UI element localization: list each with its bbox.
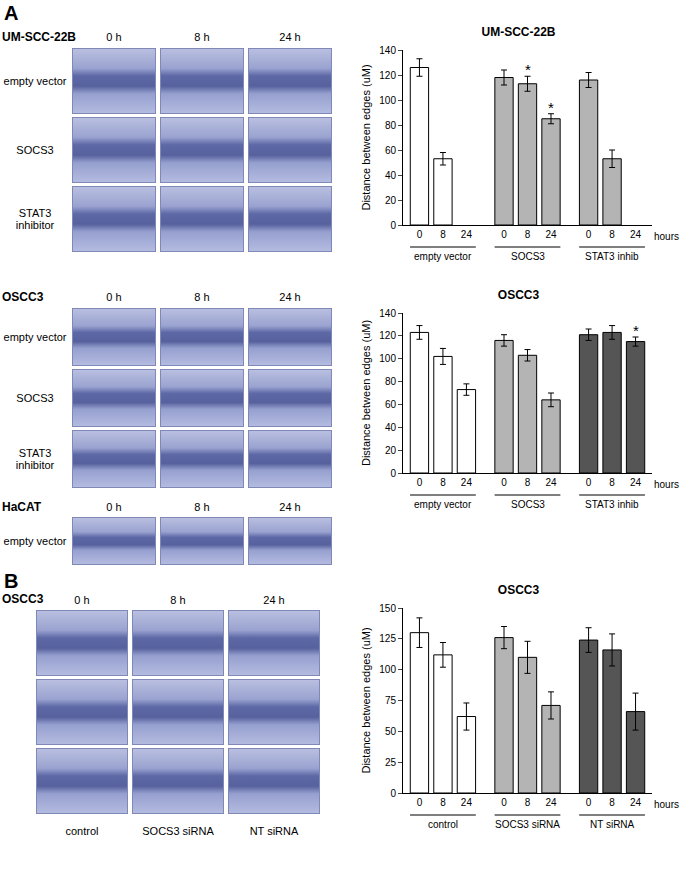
svg-text:hours: hours xyxy=(654,799,679,810)
html-text:control: control xyxy=(65,825,99,837)
svg-text:0: 0 xyxy=(501,229,507,240)
html-text:OSCC3: OSCC3 xyxy=(2,290,44,304)
html-text:0 h: 0 h xyxy=(106,31,122,43)
svg-text:140: 140 xyxy=(379,45,396,56)
svg-text:0: 0 xyxy=(417,229,423,240)
svg-text:80: 80 xyxy=(385,376,397,387)
svg-text:24: 24 xyxy=(545,797,557,808)
svg-text:24: 24 xyxy=(630,229,642,240)
svg-text:24: 24 xyxy=(461,477,473,488)
svg-text:24: 24 xyxy=(545,229,557,240)
svg-text:20: 20 xyxy=(385,195,397,206)
svg-text:8: 8 xyxy=(440,229,446,240)
svg-text:SOCS3 siRNA: SOCS3 siRNA xyxy=(495,819,560,830)
svg-text:OSCC3: OSCC3 xyxy=(498,583,540,597)
svg-text:NT siRNA: NT siRNA xyxy=(590,819,635,830)
html-text:SOCS3: SOCS3 xyxy=(16,144,54,156)
html-text:24 h: 24 h xyxy=(279,291,301,303)
svg-text:60: 60 xyxy=(385,399,397,410)
svg-text:0: 0 xyxy=(390,788,396,799)
svg-text:125: 125 xyxy=(379,633,396,644)
svg-text:control: control xyxy=(428,819,458,830)
svg-text:SOCS3: SOCS3 xyxy=(511,499,545,510)
svg-text:100: 100 xyxy=(379,95,396,106)
svg-text:24: 24 xyxy=(461,797,473,808)
svg-text:24: 24 xyxy=(461,229,473,240)
svg-text:0: 0 xyxy=(586,229,592,240)
html-text:24 h: 24 h xyxy=(279,501,301,513)
html-text:OSCC3: OSCC3 xyxy=(2,592,44,606)
svg-text:hours: hours xyxy=(654,479,679,490)
svg-text:60: 60 xyxy=(385,145,397,156)
html-text:HaCAT: HaCAT xyxy=(2,500,42,514)
html-text:8 h: 8 h xyxy=(194,31,210,43)
svg-text:8: 8 xyxy=(440,477,446,488)
svg-text:Distance between edges (uM): Distance between edges (uM) xyxy=(360,320,372,466)
svg-text:0: 0 xyxy=(586,797,592,808)
html-text:STAT3 inhibitor: STAT3 inhibitor xyxy=(15,207,55,231)
svg-text:UM-SCC-22B: UM-SCC-22B xyxy=(481,25,555,39)
svg-text:120: 120 xyxy=(379,330,396,341)
html-text:8 h: 8 h xyxy=(170,594,186,606)
svg-text:0: 0 xyxy=(586,477,592,488)
svg-text:*: * xyxy=(548,99,554,116)
svg-text:empty vector: empty vector xyxy=(414,499,472,510)
svg-text:24: 24 xyxy=(630,477,642,488)
html-text:0 h: 0 h xyxy=(106,501,122,513)
html-text:24 h: 24 h xyxy=(279,31,301,43)
svg-text:100: 100 xyxy=(379,664,396,675)
svg-text:8: 8 xyxy=(609,477,615,488)
svg-text:75: 75 xyxy=(385,695,397,706)
svg-text:25: 25 xyxy=(385,757,397,768)
svg-text:0: 0 xyxy=(390,468,396,479)
html-text:8 h: 8 h xyxy=(194,291,210,303)
svg-text:100: 100 xyxy=(379,353,396,364)
svg-text:0: 0 xyxy=(417,477,423,488)
svg-text:*: * xyxy=(633,322,639,339)
svg-text:8: 8 xyxy=(609,797,615,808)
html-text:SOCS3: SOCS3 xyxy=(16,392,54,404)
svg-text:150: 150 xyxy=(379,603,396,614)
svg-text:0: 0 xyxy=(501,797,507,808)
svg-text:STAT3 inhib: STAT3 inhib xyxy=(585,251,639,262)
svg-text:8: 8 xyxy=(525,477,531,488)
svg-text:8: 8 xyxy=(609,229,615,240)
svg-text:0: 0 xyxy=(390,220,396,231)
svg-text:Distance between edges (uM): Distance between edges (uM) xyxy=(360,64,372,210)
html-text:SOCS3 siRNA: SOCS3 siRNA xyxy=(142,825,214,837)
svg-text:Distance between edges (uM): Distance between edges (uM) xyxy=(360,627,372,773)
html-text:empty vector: empty vector xyxy=(3,75,67,87)
svg-text:*: * xyxy=(525,61,531,78)
svg-text:140: 140 xyxy=(379,308,396,319)
svg-text:0: 0 xyxy=(417,797,423,808)
svg-text:OSCC3: OSCC3 xyxy=(498,288,540,302)
svg-text:8: 8 xyxy=(525,229,531,240)
svg-text:40: 40 xyxy=(385,170,397,181)
html-text:NT siRNA: NT siRNA xyxy=(249,825,299,837)
html-text:24 h: 24 h xyxy=(263,594,285,606)
html-text:0 h: 0 h xyxy=(106,291,122,303)
svg-text:STAT3 inhib: STAT3 inhib xyxy=(585,499,639,510)
html-text:B: B xyxy=(4,570,19,592)
svg-text:0: 0 xyxy=(501,477,507,488)
svg-text:80: 80 xyxy=(385,120,397,131)
svg-text:120: 120 xyxy=(379,70,396,81)
svg-text:8: 8 xyxy=(525,797,531,808)
svg-text:SOCS3: SOCS3 xyxy=(511,251,545,262)
svg-text:hours: hours xyxy=(654,231,679,242)
svg-text:empty vector: empty vector xyxy=(414,251,472,262)
html-text:empty vector: empty vector xyxy=(3,331,67,343)
html-text:8 h: 8 h xyxy=(194,501,210,513)
html-text:0 h: 0 h xyxy=(74,594,90,606)
html-text:empty vector: empty vector xyxy=(3,535,67,547)
svg-text:24: 24 xyxy=(545,477,557,488)
svg-text:40: 40 xyxy=(385,422,397,433)
svg-text:8: 8 xyxy=(440,797,446,808)
svg-text:50: 50 xyxy=(385,726,397,737)
html-text:UM-SCC-22B: UM-SCC-22B xyxy=(2,30,76,44)
html-text:A: A xyxy=(4,2,19,24)
svg-text:20: 20 xyxy=(385,445,397,456)
html-text:STAT3 inhibitor: STAT3 inhibitor xyxy=(15,447,55,471)
svg-text:24: 24 xyxy=(630,797,642,808)
